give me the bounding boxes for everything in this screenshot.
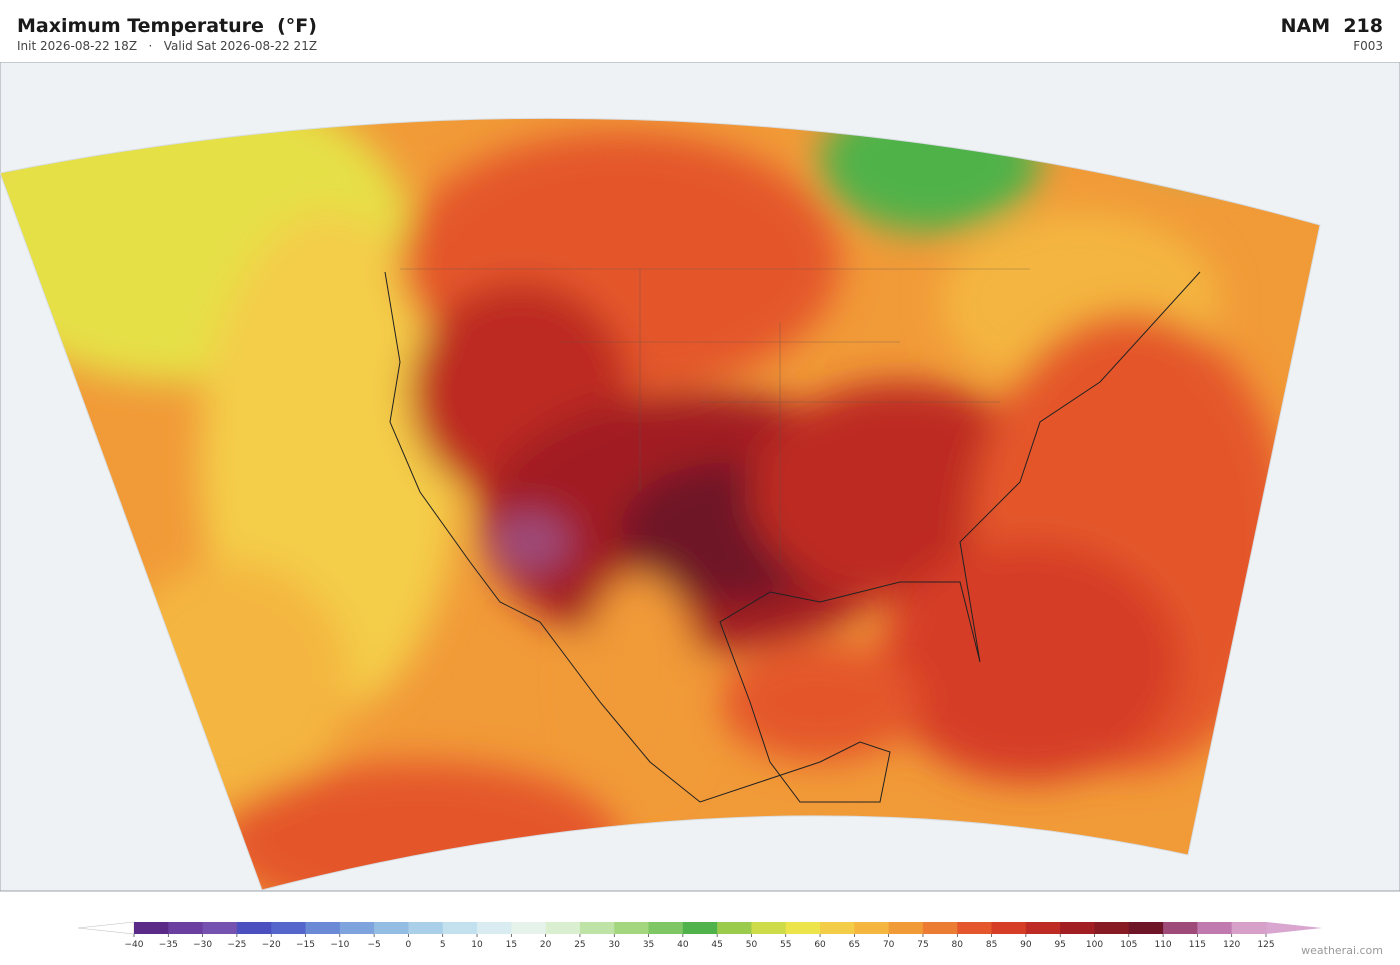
coastline <box>384 271 1201 803</box>
subtitle: Init 2026-08-22 18Z · Valid Sat 2026-08-… <box>17 39 317 53</box>
colorbar-tick-label: −25 <box>227 940 246 950</box>
colorbar-tick-label: −35 <box>159 940 178 950</box>
colorbar-tick-label: 120 <box>1223 940 1240 950</box>
valid-time: Valid Sat 2026-08-22 21Z <box>163 39 318 53</box>
colorbar-tick-label: 80 <box>952 940 964 950</box>
colorbar-swatch <box>1128 922 1164 934</box>
colorbar-swatch <box>511 922 547 934</box>
colorbar-swatch <box>1025 922 1061 934</box>
colorbar-tick-label: 20 <box>540 940 552 950</box>
colorbar-tick-label: 10 <box>471 940 483 950</box>
model-name: NAM 218 <box>1280 15 1383 37</box>
colorbar-tick-label: 50 <box>746 940 758 950</box>
colorbar-tick-label: 90 <box>1020 940 1032 950</box>
colorbar-swatch <box>134 922 169 934</box>
colorbar-swatch <box>236 922 272 934</box>
colorbar-tick-label: 55 <box>780 940 791 950</box>
colorbar-tick-label: 75 <box>917 940 928 950</box>
colorbar-swatch <box>682 922 718 934</box>
colorbar-swatch <box>820 922 855 934</box>
colorbar-tick-label: 30 <box>609 940 621 950</box>
colorbar-swatch <box>1163 922 1198 934</box>
colorbar-swatch <box>477 922 512 934</box>
colorbar-swatch <box>922 922 958 934</box>
colorbar-tick-label: 40 <box>677 940 689 950</box>
colorbar-swatch <box>339 922 375 934</box>
colorbar-tick-label: 95 <box>1054 940 1065 950</box>
colorbar-tick-label: 105 <box>1120 940 1137 950</box>
colorbar-swatch <box>202 922 238 934</box>
colorbar-swatch <box>374 922 409 934</box>
colorbar-swatch <box>408 922 444 934</box>
colorbar-tick-label: 125 <box>1257 940 1274 950</box>
colorbar-tick-label: −40 <box>125 940 144 950</box>
colorbar-swatch <box>1231 922 1267 934</box>
colorbar-tick-label: 25 <box>574 940 585 950</box>
colorbar-tick-label: 45 <box>711 940 722 950</box>
forecast-hour: F003 <box>1353 39 1383 53</box>
colorbar-under <box>77 921 135 935</box>
colorbar-swatch <box>614 922 650 934</box>
colorbar-swatch <box>717 922 752 934</box>
colorbar-tick-label: 65 <box>849 940 860 950</box>
init-time: Init 2026-08-22 18Z <box>17 39 138 53</box>
colorbar: −40 −35 −30 −25 −20 −15 −10 −5 0 5 10 15 20 25 30 35 40 4… <box>77 921 1322 950</box>
colorbar-swatch <box>168 922 204 934</box>
colorbar-tick-label: 60 <box>814 940 826 950</box>
colorbar-swatch <box>545 922 581 934</box>
colorbar-tick-label: −10 <box>330 940 349 950</box>
colorbar-swatch <box>1197 922 1233 934</box>
colorbar-tick-label: 5 <box>440 940 446 950</box>
colorbar-swatch <box>579 922 615 934</box>
map <box>0 62 1400 892</box>
colorbar-swatch <box>854 922 890 934</box>
colorbar-tick-label: −20 <box>262 940 281 950</box>
colorbar-over <box>1266 922 1322 934</box>
colorbar-swatch <box>751 922 787 934</box>
domain-outline <box>0 117 1321 891</box>
colorbar-swatch <box>888 922 924 934</box>
colorbar-swatch <box>957 922 993 934</box>
colorbar-tick-label: 35 <box>643 940 654 950</box>
colorbar-swatch <box>648 922 684 934</box>
colorbar-swatch <box>785 922 821 934</box>
separator: · <box>148 39 153 53</box>
colorbar-tick-label: 85 <box>986 940 997 950</box>
watermark: weatherai.com <box>1301 944 1383 957</box>
colorbar-swatch <box>271 922 307 934</box>
colorbar-tick-label: −15 <box>296 940 315 950</box>
colorbar-swatch <box>1094 922 1130 934</box>
colorbar-tick-label: 115 <box>1189 940 1206 950</box>
colorbar-tick-label: 110 <box>1154 940 1171 950</box>
colorbar-tick-label: 100 <box>1086 940 1103 950</box>
colorbar-tick-label: −30 <box>193 940 212 950</box>
colorbar-tick-label: −5 <box>367 940 380 950</box>
colorbar-tick-label: 70 <box>883 940 895 950</box>
colorbar-swatch <box>305 922 341 934</box>
title: Maximum Temperature (°F) <box>17 15 317 37</box>
colorbar-tick-label: 15 <box>506 940 517 950</box>
colorbar-swatch <box>1060 922 1095 934</box>
borders <box>400 268 1030 562</box>
colorbar-swatch <box>991 922 1027 934</box>
colorbar-tick-label: 0 <box>406 940 412 950</box>
colorbar-swatch <box>442 922 478 934</box>
